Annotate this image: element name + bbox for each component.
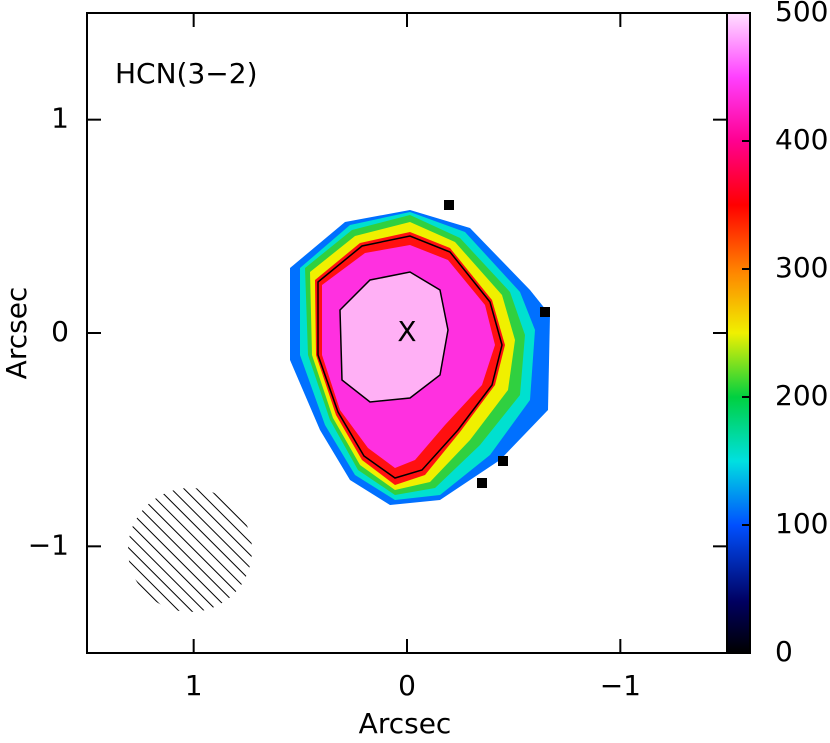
center-marker: X: [397, 315, 416, 348]
colorbar-tick-label: 300: [775, 251, 828, 284]
colorbar-tick-label: 0: [775, 635, 793, 668]
map-core: [340, 272, 448, 402]
colorbar-tick-label: 500: [775, 0, 828, 28]
beam: [128, 488, 252, 612]
y-axis-label: Arcsec: [0, 287, 33, 380]
noise-pixel: [444, 200, 454, 210]
x-tick-label: 0: [398, 669, 416, 702]
contour: [317, 235, 503, 479]
noise-pixel: [498, 456, 508, 466]
noise-pixel: [477, 478, 487, 488]
emission-map: [290, 200, 550, 505]
x-tick-label: −1: [600, 669, 641, 702]
y-tick-label: −1: [28, 528, 69, 561]
colorbar-tick-label: 100: [775, 507, 828, 540]
y-tick-label: 1: [51, 102, 69, 135]
noise-pixel: [540, 307, 550, 317]
colorbar-tick-label: 200: [775, 379, 828, 412]
contour: [339, 271, 449, 403]
colorbar: [726, 12, 751, 654]
y-tick-label: 0: [51, 315, 69, 348]
chart-title: HCN(3−2): [115, 57, 258, 90]
x-axis-label: Arcsec: [359, 707, 452, 739]
colorbar-tick-label: 400: [775, 123, 828, 156]
x-tick-label: 1: [185, 669, 203, 702]
